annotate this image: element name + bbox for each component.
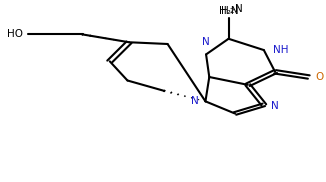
- Text: H: H: [221, 6, 229, 16]
- Text: HO: HO: [7, 29, 23, 39]
- Text: N: N: [191, 96, 199, 106]
- Text: N: N: [202, 37, 210, 47]
- Text: NH: NH: [274, 45, 289, 55]
- Text: H₂N: H₂N: [219, 6, 238, 16]
- Text: O: O: [316, 72, 324, 82]
- Text: N: N: [271, 101, 279, 111]
- Text: $_2$N: $_2$N: [229, 2, 242, 16]
